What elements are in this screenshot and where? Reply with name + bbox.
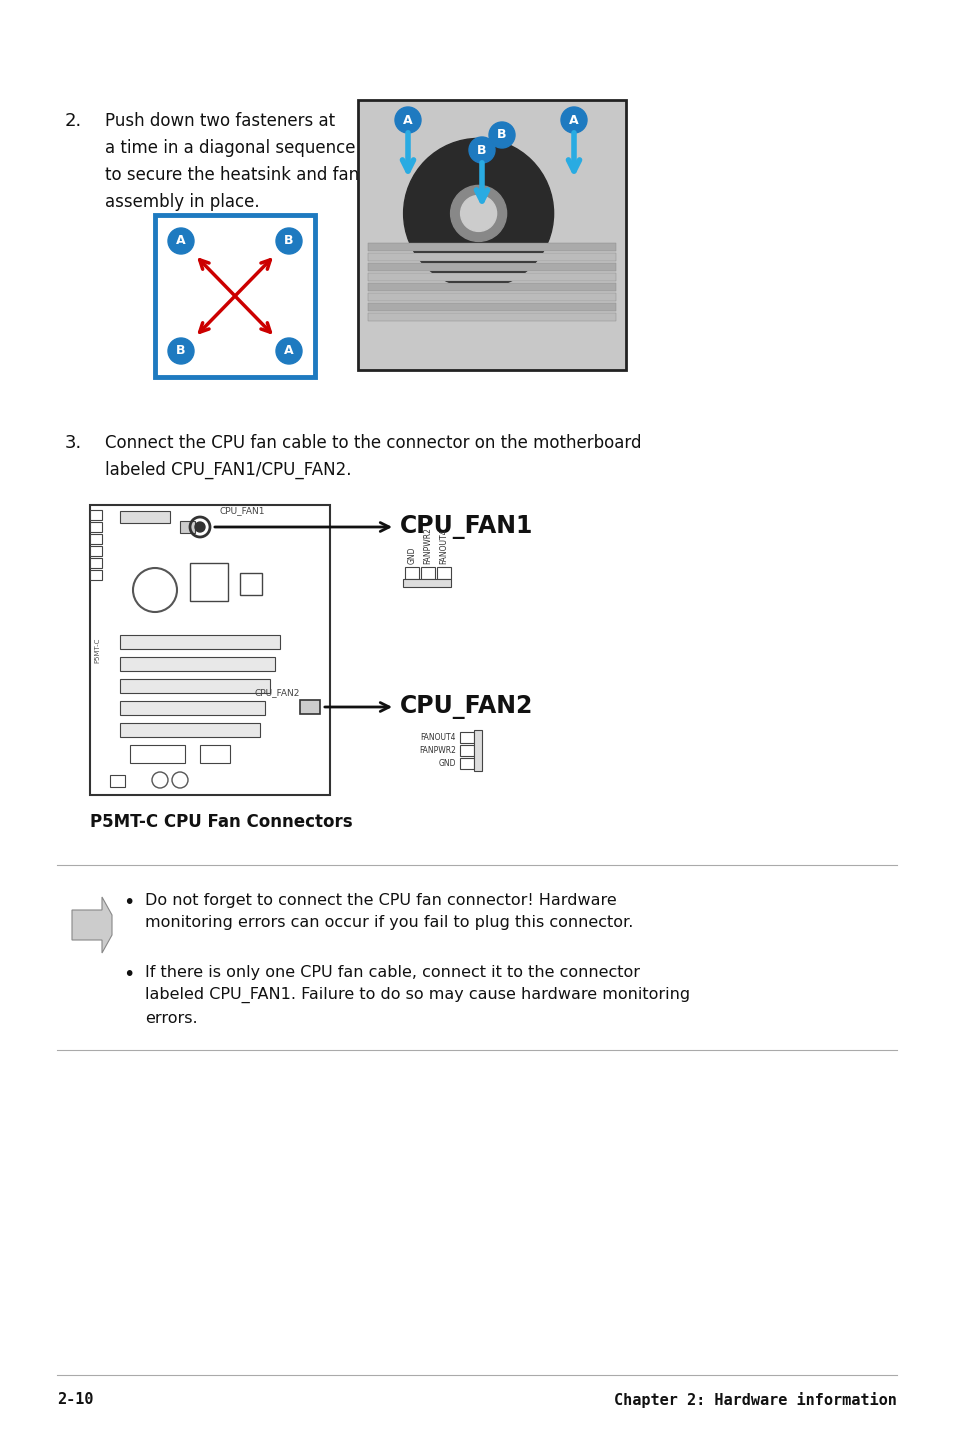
Text: CPU_FAN2: CPU_FAN2	[254, 687, 300, 697]
Bar	[110, 775, 125, 787]
Circle shape	[450, 186, 506, 242]
Bar	[190, 564, 228, 601]
Text: FANOUT4: FANOUT4	[439, 529, 448, 564]
Text: 2.: 2.	[65, 112, 82, 129]
Circle shape	[489, 122, 515, 148]
Text: Connect the CPU fan cable to the connector on the motherboard
labeled CPU_FAN1/C: Connect the CPU fan cable to the connect…	[105, 434, 640, 479]
Polygon shape	[71, 897, 112, 953]
Text: If there is only one CPU fan cable, connect it to the connector
labeled CPU_FAN1: If there is only one CPU fan cable, conn…	[145, 965, 689, 1025]
Text: FANPWR2: FANPWR2	[418, 746, 456, 755]
Text: A: A	[403, 114, 413, 127]
Circle shape	[168, 338, 193, 364]
Text: CPU_FAN1: CPU_FAN1	[220, 506, 265, 515]
Bar	[368, 243, 616, 252]
Text: 2-10: 2-10	[57, 1392, 93, 1408]
Bar	[130, 745, 185, 764]
Bar	[240, 572, 262, 595]
Bar	[420, 567, 435, 580]
Bar	[90, 533, 102, 544]
Text: FANPWR2: FANPWR2	[423, 528, 432, 564]
Bar	[120, 510, 170, 523]
Text: P5MT-C CPU Fan Connectors: P5MT-C CPU Fan Connectors	[90, 812, 353, 831]
Bar	[299, 700, 319, 715]
Circle shape	[469, 137, 495, 162]
Bar	[90, 546, 102, 557]
Bar	[120, 636, 280, 649]
Bar	[200, 745, 230, 764]
Circle shape	[395, 106, 420, 132]
Bar	[90, 510, 102, 521]
Circle shape	[194, 522, 205, 532]
Bar	[90, 569, 102, 580]
Text: A: A	[284, 345, 294, 358]
Text: B: B	[176, 345, 186, 358]
Bar	[90, 522, 102, 532]
Bar	[405, 567, 418, 580]
Text: CPU_FAN1: CPU_FAN1	[399, 515, 533, 539]
Bar	[368, 273, 616, 282]
Text: GND: GND	[438, 759, 456, 768]
Text: 3.: 3.	[65, 434, 82, 452]
Bar	[368, 313, 616, 322]
Circle shape	[460, 196, 497, 232]
Bar	[154, 216, 314, 377]
Text: B: B	[476, 144, 486, 157]
Circle shape	[403, 138, 553, 289]
Text: FANOUT4: FANOUT4	[420, 733, 456, 742]
Text: Push down two fasteners at
a time in a diagonal sequence
to secure the heatsink : Push down two fasteners at a time in a d…	[105, 112, 358, 211]
Bar	[120, 700, 265, 715]
Text: B: B	[284, 234, 294, 247]
Circle shape	[560, 106, 586, 132]
Text: B: B	[497, 128, 506, 141]
Bar	[368, 253, 616, 262]
Bar	[90, 505, 330, 795]
Text: GND: GND	[407, 546, 416, 564]
Bar	[368, 263, 616, 272]
Bar	[120, 679, 270, 693]
Text: •: •	[123, 965, 134, 984]
Bar	[459, 745, 474, 756]
Text: Chapter 2: Hardware information: Chapter 2: Hardware information	[614, 1392, 896, 1408]
Bar	[459, 758, 474, 769]
Bar	[180, 521, 194, 533]
Text: A: A	[176, 234, 186, 247]
Circle shape	[275, 338, 302, 364]
Circle shape	[275, 229, 302, 255]
Text: P5MT-C: P5MT-C	[94, 637, 100, 663]
Text: CPU_FAN2: CPU_FAN2	[399, 695, 533, 719]
Bar	[368, 303, 616, 312]
Bar	[90, 558, 102, 568]
Bar	[120, 723, 260, 738]
Bar	[368, 283, 616, 292]
Text: A: A	[569, 114, 578, 127]
Text: •: •	[123, 893, 134, 912]
Bar	[474, 731, 481, 771]
Bar	[402, 580, 451, 587]
Bar	[120, 657, 274, 672]
Bar	[459, 732, 474, 743]
Bar	[357, 101, 625, 370]
Text: Do not forget to connect the CPU fan connector! Hardware
monitoring errors can o: Do not forget to connect the CPU fan con…	[145, 893, 633, 930]
Circle shape	[168, 229, 193, 255]
Bar	[436, 567, 451, 580]
Bar	[368, 293, 616, 302]
